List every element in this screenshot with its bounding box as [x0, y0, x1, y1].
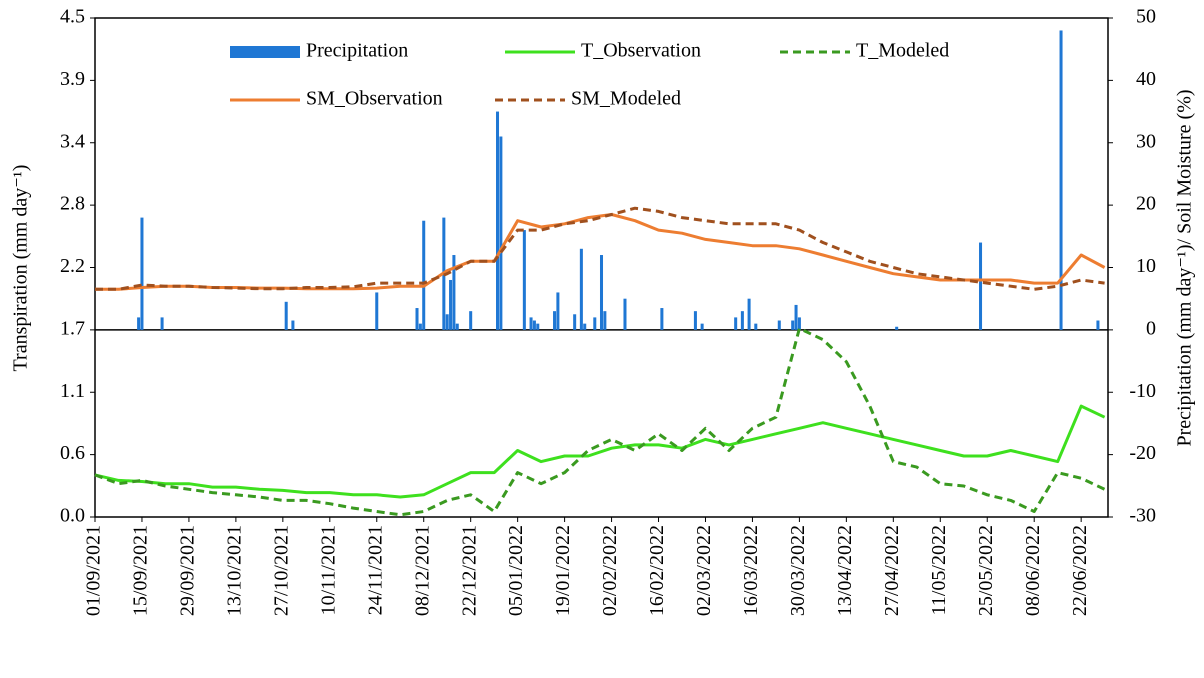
- y2-tick-label: 20: [1136, 193, 1156, 215]
- x-tick-label: 01/09/2021: [83, 525, 105, 616]
- precipitation-bar: [979, 242, 983, 330]
- precipitation-bar: [623, 298, 627, 330]
- y-tick-label: 2.2: [60, 255, 85, 277]
- x-tick-label: 22/12/2021: [458, 525, 480, 616]
- precipitation-bar: [529, 317, 533, 330]
- legend-label: T_Modeled: [856, 40, 949, 62]
- precipitation-bar: [415, 308, 419, 330]
- x-tick-label: 16/03/2022: [740, 525, 762, 616]
- series-line: [95, 206, 1105, 291]
- precipitation-bar: [797, 317, 801, 330]
- y-tick-label: 4.5: [60, 6, 85, 28]
- precipitation-bar: [794, 304, 798, 330]
- precipitation-bar: [599, 255, 604, 330]
- precipitation-bar: [445, 314, 449, 330]
- y2-tick-label: 0: [1146, 317, 1156, 339]
- x-tick-label: 24/11/2021: [364, 525, 386, 615]
- legend-label: SM_Observation: [306, 88, 443, 110]
- precipitation-bar: [496, 111, 500, 330]
- precipitation-bar: [754, 323, 758, 330]
- precipitation-bar: [469, 311, 473, 330]
- x-tick-label: 02/02/2022: [599, 525, 621, 616]
- x-tick-label: 27/04/2022: [881, 525, 903, 616]
- legend-swatch: [230, 46, 300, 58]
- precipitation-bar: [734, 317, 738, 330]
- precipitation-bar: [579, 248, 583, 330]
- precipitation-bar: [449, 279, 453, 330]
- y-tick-label: 3.9: [60, 68, 85, 90]
- series-line: [94, 404, 1106, 499]
- precipitation-bar: [532, 320, 536, 330]
- precipitation-bar: [553, 311, 557, 330]
- x-tick-label: 22/06/2022: [1069, 525, 1091, 616]
- y-tick-label: 2.8: [60, 193, 85, 215]
- x-tick-label: 11/05/2022: [928, 525, 950, 615]
- precipitation-bar: [747, 298, 751, 330]
- y2-tick-label: 10: [1136, 255, 1156, 277]
- x-tick-label: 25/05/2022: [975, 525, 997, 616]
- y-tick-label: 0.6: [60, 442, 85, 464]
- x-tick-label: 19/01/2022: [552, 525, 574, 616]
- x-tick-label: 27/10/2021: [270, 525, 292, 616]
- precipitation-bar: [140, 217, 144, 330]
- precipitation-bar: [603, 311, 607, 330]
- y2-tick-label: 30: [1136, 130, 1156, 152]
- precipitation-bar: [593, 317, 597, 330]
- x-tick-label: 13/04/2022: [834, 525, 856, 616]
- x-tick-label: 08/06/2022: [1022, 525, 1044, 616]
- precipitation-bar: [284, 301, 288, 330]
- series-line: [95, 213, 1106, 291]
- y2-tick-label: 40: [1136, 68, 1156, 90]
- legend-label: SM_Modeled: [571, 88, 681, 110]
- x-tick-label: 13/10/2021: [223, 525, 245, 616]
- precipitation-bar: [791, 320, 795, 330]
- x-tick-label: 15/09/2021: [130, 525, 152, 616]
- y-tick-label: 1.7: [60, 317, 85, 339]
- precipitation-bar: [522, 230, 526, 330]
- x-tick-label: 29/09/2021: [177, 525, 199, 616]
- y2-tick-label: -20: [1129, 442, 1156, 464]
- x-tick-label: 16/02/2022: [646, 525, 668, 616]
- x-tick-label: 10/11/2021: [317, 525, 339, 615]
- x-tick-label: 05/01/2022: [505, 525, 527, 616]
- precipitation-bar: [556, 292, 560, 330]
- precipitation-bar: [499, 136, 503, 330]
- precipitation-bar: [660, 308, 664, 330]
- legend-label: T_Observation: [581, 40, 701, 62]
- precipitation-bar: [583, 323, 587, 330]
- precipitation-bar: [137, 317, 141, 330]
- precipitation-bar: [455, 323, 459, 330]
- y-tick-label: 0.0: [60, 505, 85, 527]
- precipitation-bar: [895, 326, 899, 330]
- precipitation-bar: [160, 317, 164, 330]
- precipitation-bar: [693, 311, 697, 330]
- precipitation-bar: [740, 311, 744, 330]
- precipitation-bar: [452, 255, 456, 330]
- series-line: [94, 327, 1106, 517]
- legend-label: Precipitation: [306, 40, 408, 62]
- precipitation-bar: [777, 320, 781, 330]
- x-tick-label: 30/03/2022: [787, 525, 809, 616]
- x-tick-label: 08/12/2021: [411, 525, 433, 616]
- precipitation-bar: [418, 323, 422, 330]
- y2-axis-title: Precipitation (mm day⁻¹)/ Soil Moisture …: [1174, 89, 1196, 446]
- y2-tick-label: -30: [1129, 505, 1156, 527]
- y2-tick-label: -10: [1129, 380, 1156, 402]
- precipitation-bar: [536, 323, 540, 330]
- precipitation-bar: [1096, 320, 1100, 330]
- precipitation-bar: [1059, 30, 1063, 330]
- precipitation-bar: [375, 292, 379, 330]
- precipitation-bar: [700, 323, 704, 330]
- x-tick-label: 02/03/2022: [693, 525, 715, 616]
- y-tick-label: 3.4: [60, 130, 85, 152]
- precipitation-bar: [573, 314, 577, 330]
- y-tick-label: 1.1: [60, 380, 85, 402]
- precipitation-bar: [422, 220, 426, 330]
- precipitation-bar: [291, 320, 295, 330]
- y2-tick-label: 50: [1136, 6, 1156, 28]
- y-axis-title: Transpiration (mm day⁻¹): [10, 165, 32, 372]
